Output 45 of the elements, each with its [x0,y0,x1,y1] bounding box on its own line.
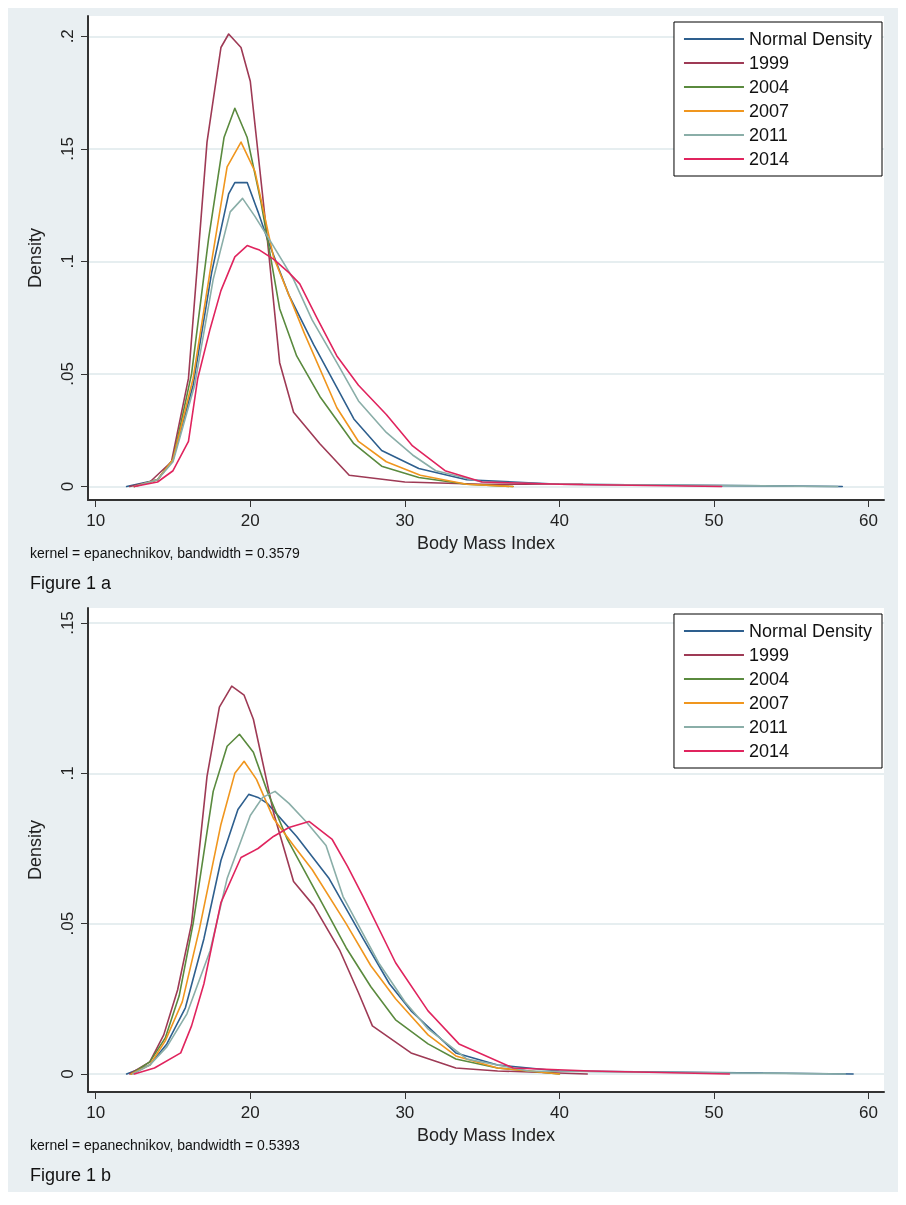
caption: Figure 1 a [30,573,113,593]
x-tick-label: 60 [859,511,878,530]
y-tick-label: .05 [58,911,77,936]
y-tick-label: .15 [58,611,77,635]
legend-label: 2011 [748,717,788,737]
x-tick-label: 10 [86,1103,106,1122]
x-axis-title: Body Mass Index [416,532,556,553]
y-tick-label: .1 [58,766,77,781]
x-tick-label: 30 [395,511,415,530]
legend-label: 1999 [748,645,790,665]
legend-label: 2004 [748,669,790,689]
legend-label: 2007 [748,693,790,713]
line-series [128,685,589,1075]
text: kernel = epanechnikov, bandwidth = 0.3579 [30,545,301,561]
x-tick-label: 50 [704,1103,724,1122]
x-tick-label: 20 [240,1103,260,1122]
text: kernel = epanechnikov, bandwidth = 0.5393 [30,1137,301,1153]
line-series [133,244,723,488]
y-tick-label: .1 [58,254,77,269]
y-tick-label: 0 [58,481,77,492]
caption: Figure 1 b [30,1165,112,1185]
legend-label: 1999 [748,53,790,73]
line-series [133,820,731,1075]
line-series [128,33,584,488]
y-tick-label: .05 [58,362,77,386]
y-axis-title: Density [25,227,45,289]
x-tick-label: 30 [395,1103,415,1122]
y-axis-title: Density [25,819,45,881]
x-tick-label: 40 [549,511,569,530]
x-tick-label: 50 [704,511,724,530]
legend-label: 2014 [748,741,790,761]
y-tick-label: .15 [58,137,77,161]
y-tick-label: 0 [58,1069,77,1079]
x-axis-title: Body Mass Index [416,1124,556,1145]
legend-label: 2007 [748,101,790,121]
x-tick-label: 10 [86,511,106,530]
x-tick-label: 20 [240,511,260,530]
legend-label: 2014 [748,149,790,169]
x-tick-label: 60 [859,1103,878,1122]
x-tick-label: 40 [549,1103,569,1122]
legend-label: 2011 [748,125,788,145]
legend-label: Normal Density [748,29,872,49]
legend-label: 2004 [748,77,790,97]
y-tick-label: .2 [58,29,77,44]
legend-label: Normal Density [748,621,872,641]
